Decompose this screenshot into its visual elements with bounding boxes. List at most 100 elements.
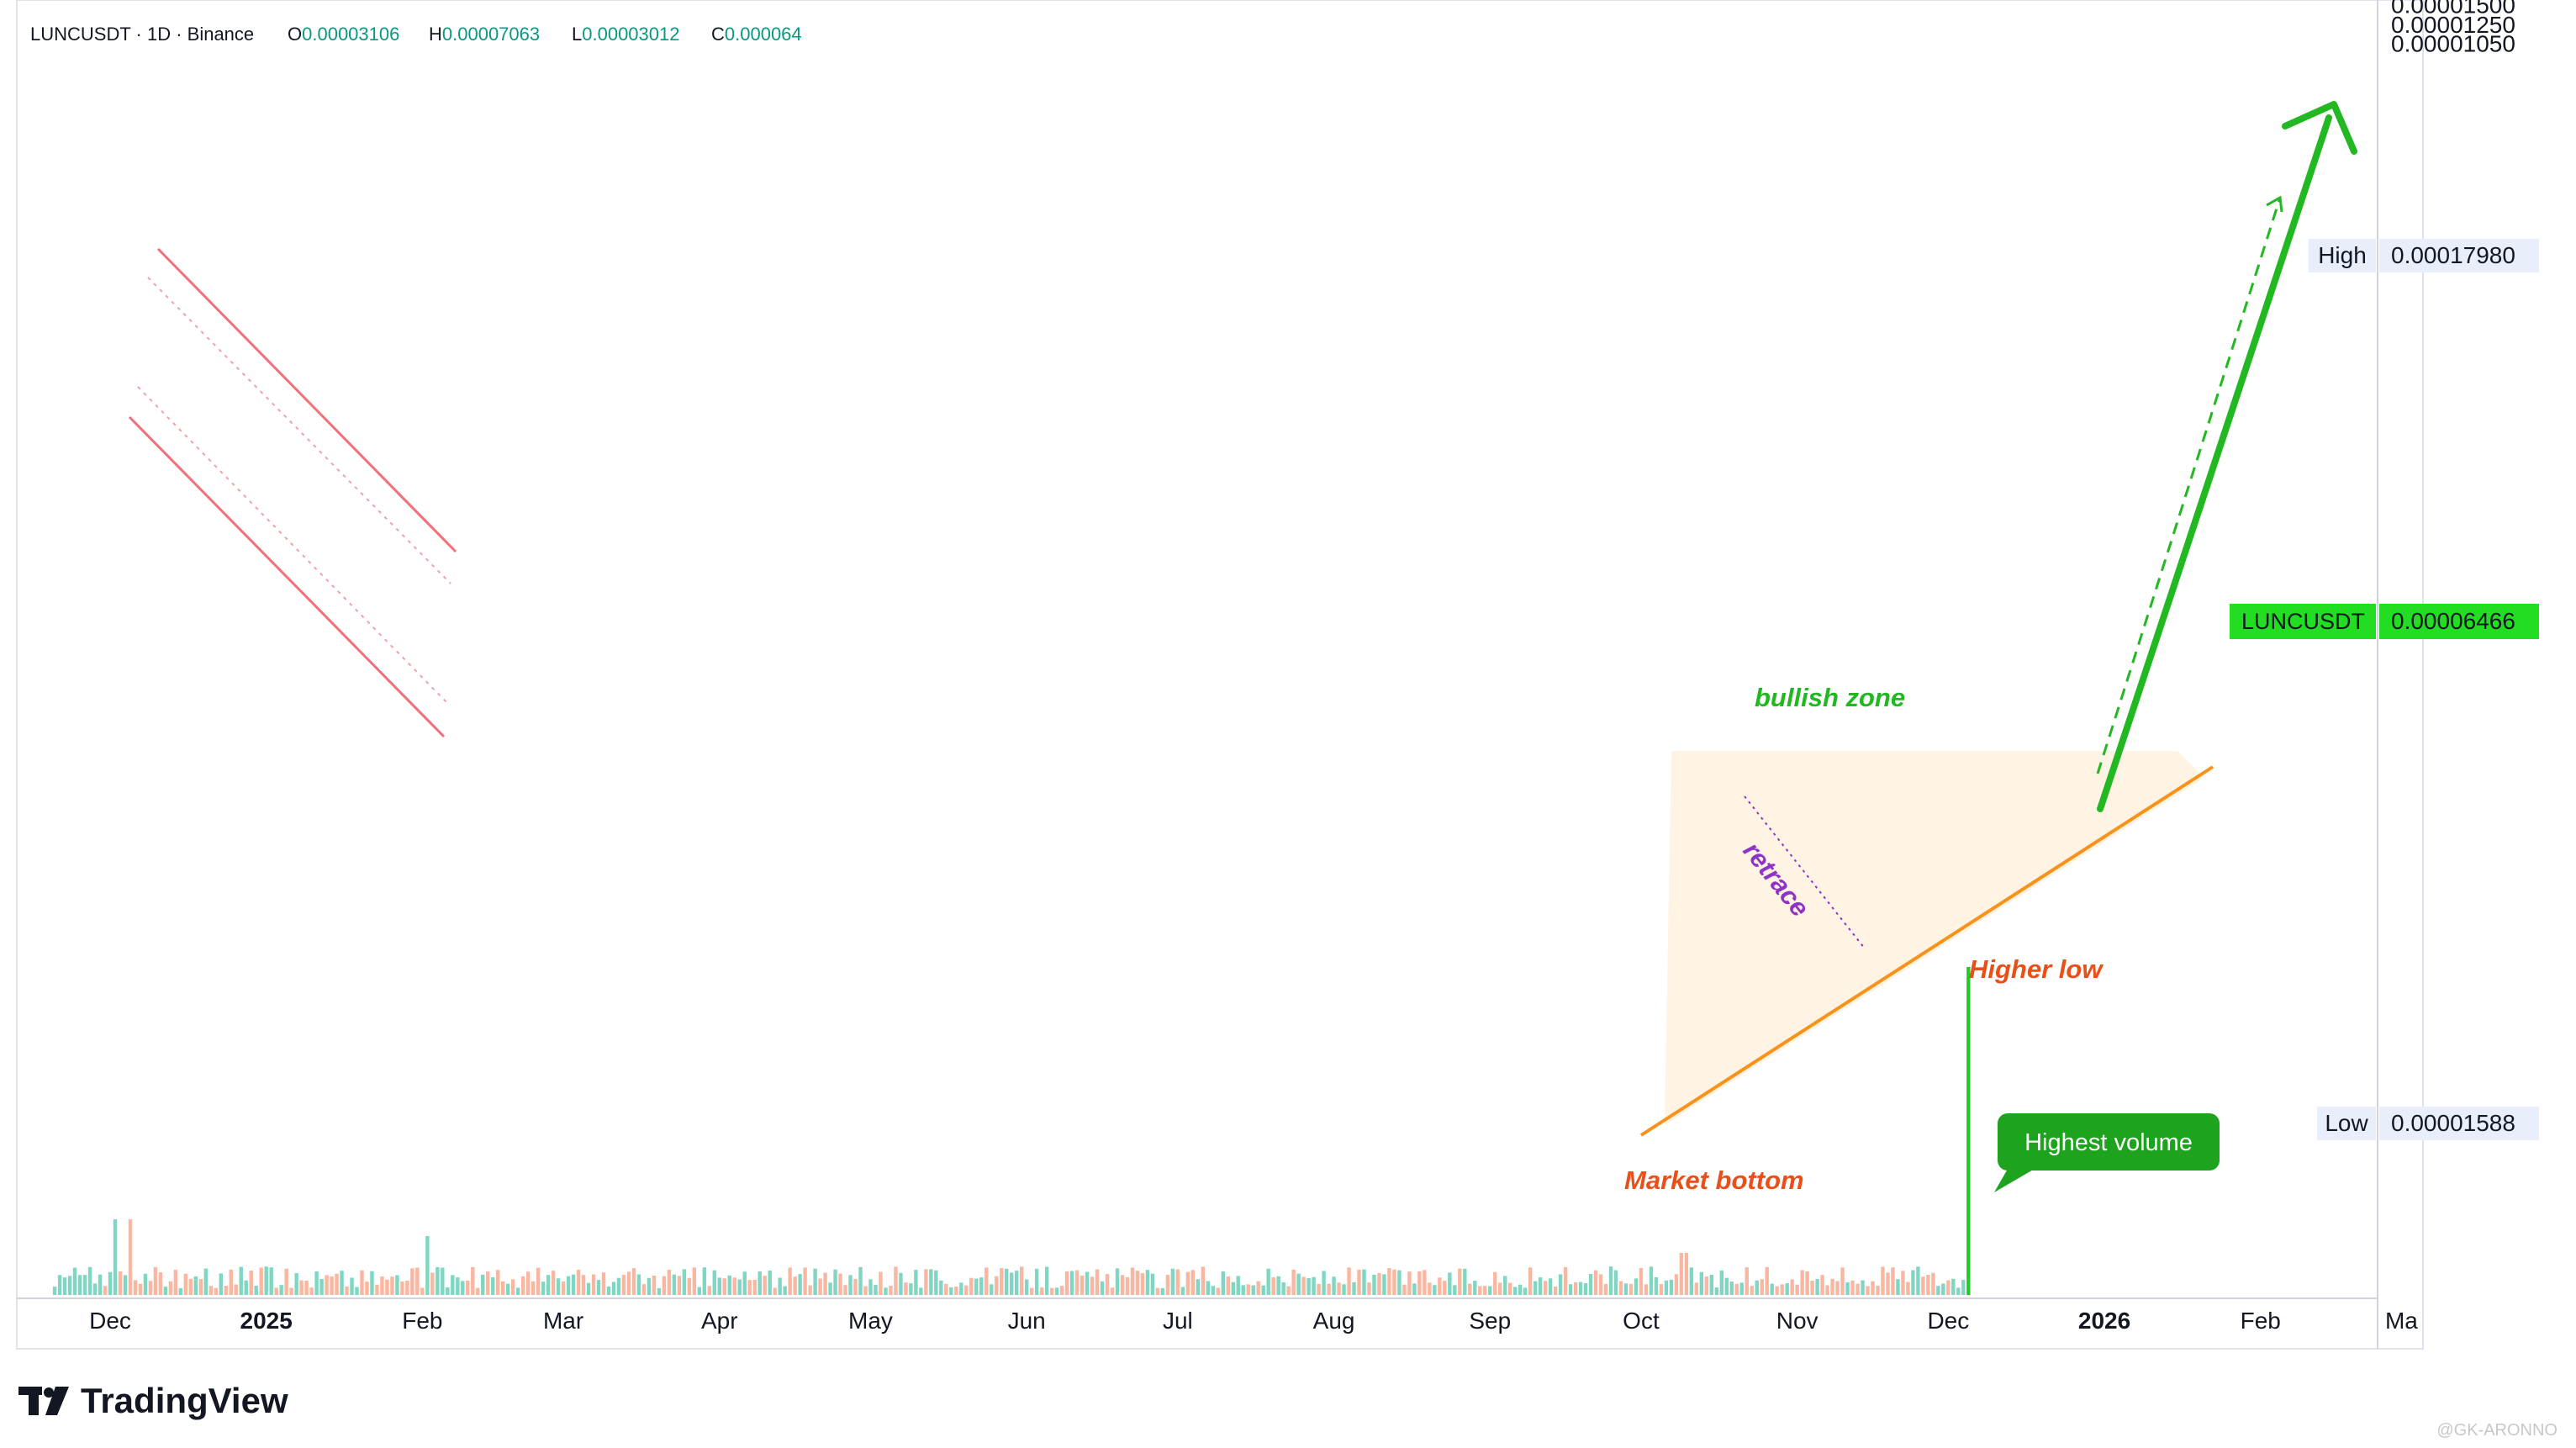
volume-bar [813, 1268, 817, 1295]
volume-bar [924, 1269, 928, 1295]
time-tick-label: Apr [701, 1308, 738, 1334]
volume-bar [1150, 1273, 1155, 1295]
volume-bar [1110, 1287, 1115, 1295]
volume-bar [838, 1273, 842, 1295]
volume-bar [1130, 1267, 1135, 1295]
volume-bar [1548, 1278, 1553, 1295]
volume-bar [979, 1277, 984, 1295]
volume-bar [1845, 1282, 1850, 1295]
low-marker: Low 0.00001588 [2317, 1107, 2539, 1140]
volume-bar [697, 1287, 702, 1295]
volume-bar [1805, 1271, 1809, 1295]
volume-bar [496, 1270, 500, 1295]
volume-bar [1891, 1267, 1895, 1295]
higher-low-trendline [1639, 765, 2214, 1137]
volume-bar [340, 1271, 344, 1295]
high-marker: High 0.00017980 [2309, 239, 2539, 272]
volume-bar [641, 1284, 647, 1295]
volume-bar [289, 1287, 293, 1295]
volume-bar [1190, 1270, 1196, 1295]
volume-bar [1613, 1270, 1618, 1295]
volume-bar [1618, 1281, 1623, 1295]
volume-bar [1145, 1270, 1150, 1295]
last-price-symbol: LUNCUSDT [2241, 609, 2365, 634]
volume-bar [193, 1276, 198, 1295]
svg-text:O0.00003106: O0.00003106 [288, 24, 399, 45]
volume-bar [1024, 1279, 1029, 1295]
volume-bar [365, 1282, 369, 1295]
volume-bar [476, 1287, 480, 1295]
volume-bar [1246, 1284, 1250, 1295]
volume-bar [995, 1276, 999, 1295]
volume-bar [712, 1270, 716, 1295]
volume-bar [1669, 1279, 1674, 1295]
volume-bar [138, 1283, 143, 1295]
volume-bar [1054, 1287, 1059, 1295]
volume-bar [773, 1287, 777, 1295]
volume-bar [1059, 1286, 1064, 1295]
volume-bar [606, 1286, 611, 1295]
volume-bar [768, 1270, 772, 1295]
volume-bar [1704, 1276, 1709, 1295]
volume-bar [254, 1285, 258, 1295]
volume-bar [390, 1276, 394, 1295]
volume-bar [1850, 1280, 1855, 1295]
high-value: 0.00007063 [442, 24, 540, 45]
volume-bar [506, 1283, 510, 1295]
volume-bar [163, 1287, 168, 1295]
volume-bar [355, 1287, 359, 1295]
volume-bar [1679, 1253, 1684, 1295]
volume-bar [461, 1281, 465, 1295]
volume-bar [451, 1275, 455, 1295]
volume-bar [525, 1271, 531, 1295]
volume-bar [345, 1286, 349, 1295]
volume-bar [1034, 1268, 1039, 1295]
volume-bar [314, 1271, 319, 1295]
volume-bar [737, 1279, 742, 1295]
volume-bar [219, 1273, 223, 1295]
volume-bar [466, 1280, 470, 1295]
time-tick-label: 2025 [240, 1308, 293, 1334]
volume-bar [405, 1281, 409, 1295]
volume-bar [1291, 1269, 1296, 1295]
volume-bar [1714, 1287, 1719, 1295]
volume-bar [1448, 1272, 1452, 1295]
volume-bar [446, 1287, 450, 1295]
volume-bar [400, 1281, 404, 1295]
volume-bar [1412, 1283, 1417, 1295]
volume-bar [1946, 1280, 1950, 1295]
volume-bar [1397, 1270, 1401, 1295]
projection-arrow [2097, 101, 2357, 812]
time-tick-label: Feb [2241, 1308, 2281, 1334]
volume-bar [501, 1281, 505, 1295]
volume-bar [1533, 1281, 1538, 1295]
volume-bar [1478, 1286, 1482, 1295]
volume-bar [1251, 1285, 1255, 1295]
time-axis[interactable]: Dec 2025 Feb Mar Apr May Jun Jul Aug Sep Oct Nov Dec… [89, 1308, 2418, 1334]
volume-bar [1956, 1287, 1961, 1295]
volume-bar [717, 1277, 721, 1295]
volume-bar [1835, 1281, 1840, 1295]
volume-bar [1372, 1274, 1376, 1295]
volume-bar [491, 1277, 495, 1295]
time-tick-label: Aug [1313, 1308, 1355, 1334]
volume-bar [1155, 1287, 1160, 1295]
volume-bar [1005, 1268, 1009, 1295]
tradingview-logo[interactable]: TradingView [18, 1376, 288, 1426]
volume-bar [123, 1275, 128, 1295]
price-axis[interactable]: 0.000340000.000280000.000220000.00015000… [2391, 0, 2515, 56]
volume-bar [1377, 1272, 1381, 1295]
volume-bar [1443, 1281, 1447, 1295]
volume-bar [1468, 1283, 1472, 1295]
volume-bar [1029, 1287, 1034, 1295]
tradingview-logo-text: TradingView [81, 1381, 288, 1420]
time-tick-label: Sep [1469, 1308, 1511, 1334]
volume-bar [858, 1266, 863, 1295]
time-tick-label: Feb [402, 1308, 442, 1334]
volume-bar [1332, 1276, 1336, 1295]
volume-bar [1593, 1270, 1598, 1295]
volume-bar [1745, 1267, 1749, 1295]
volume-bar [304, 1280, 309, 1295]
volume-bar [732, 1277, 736, 1295]
